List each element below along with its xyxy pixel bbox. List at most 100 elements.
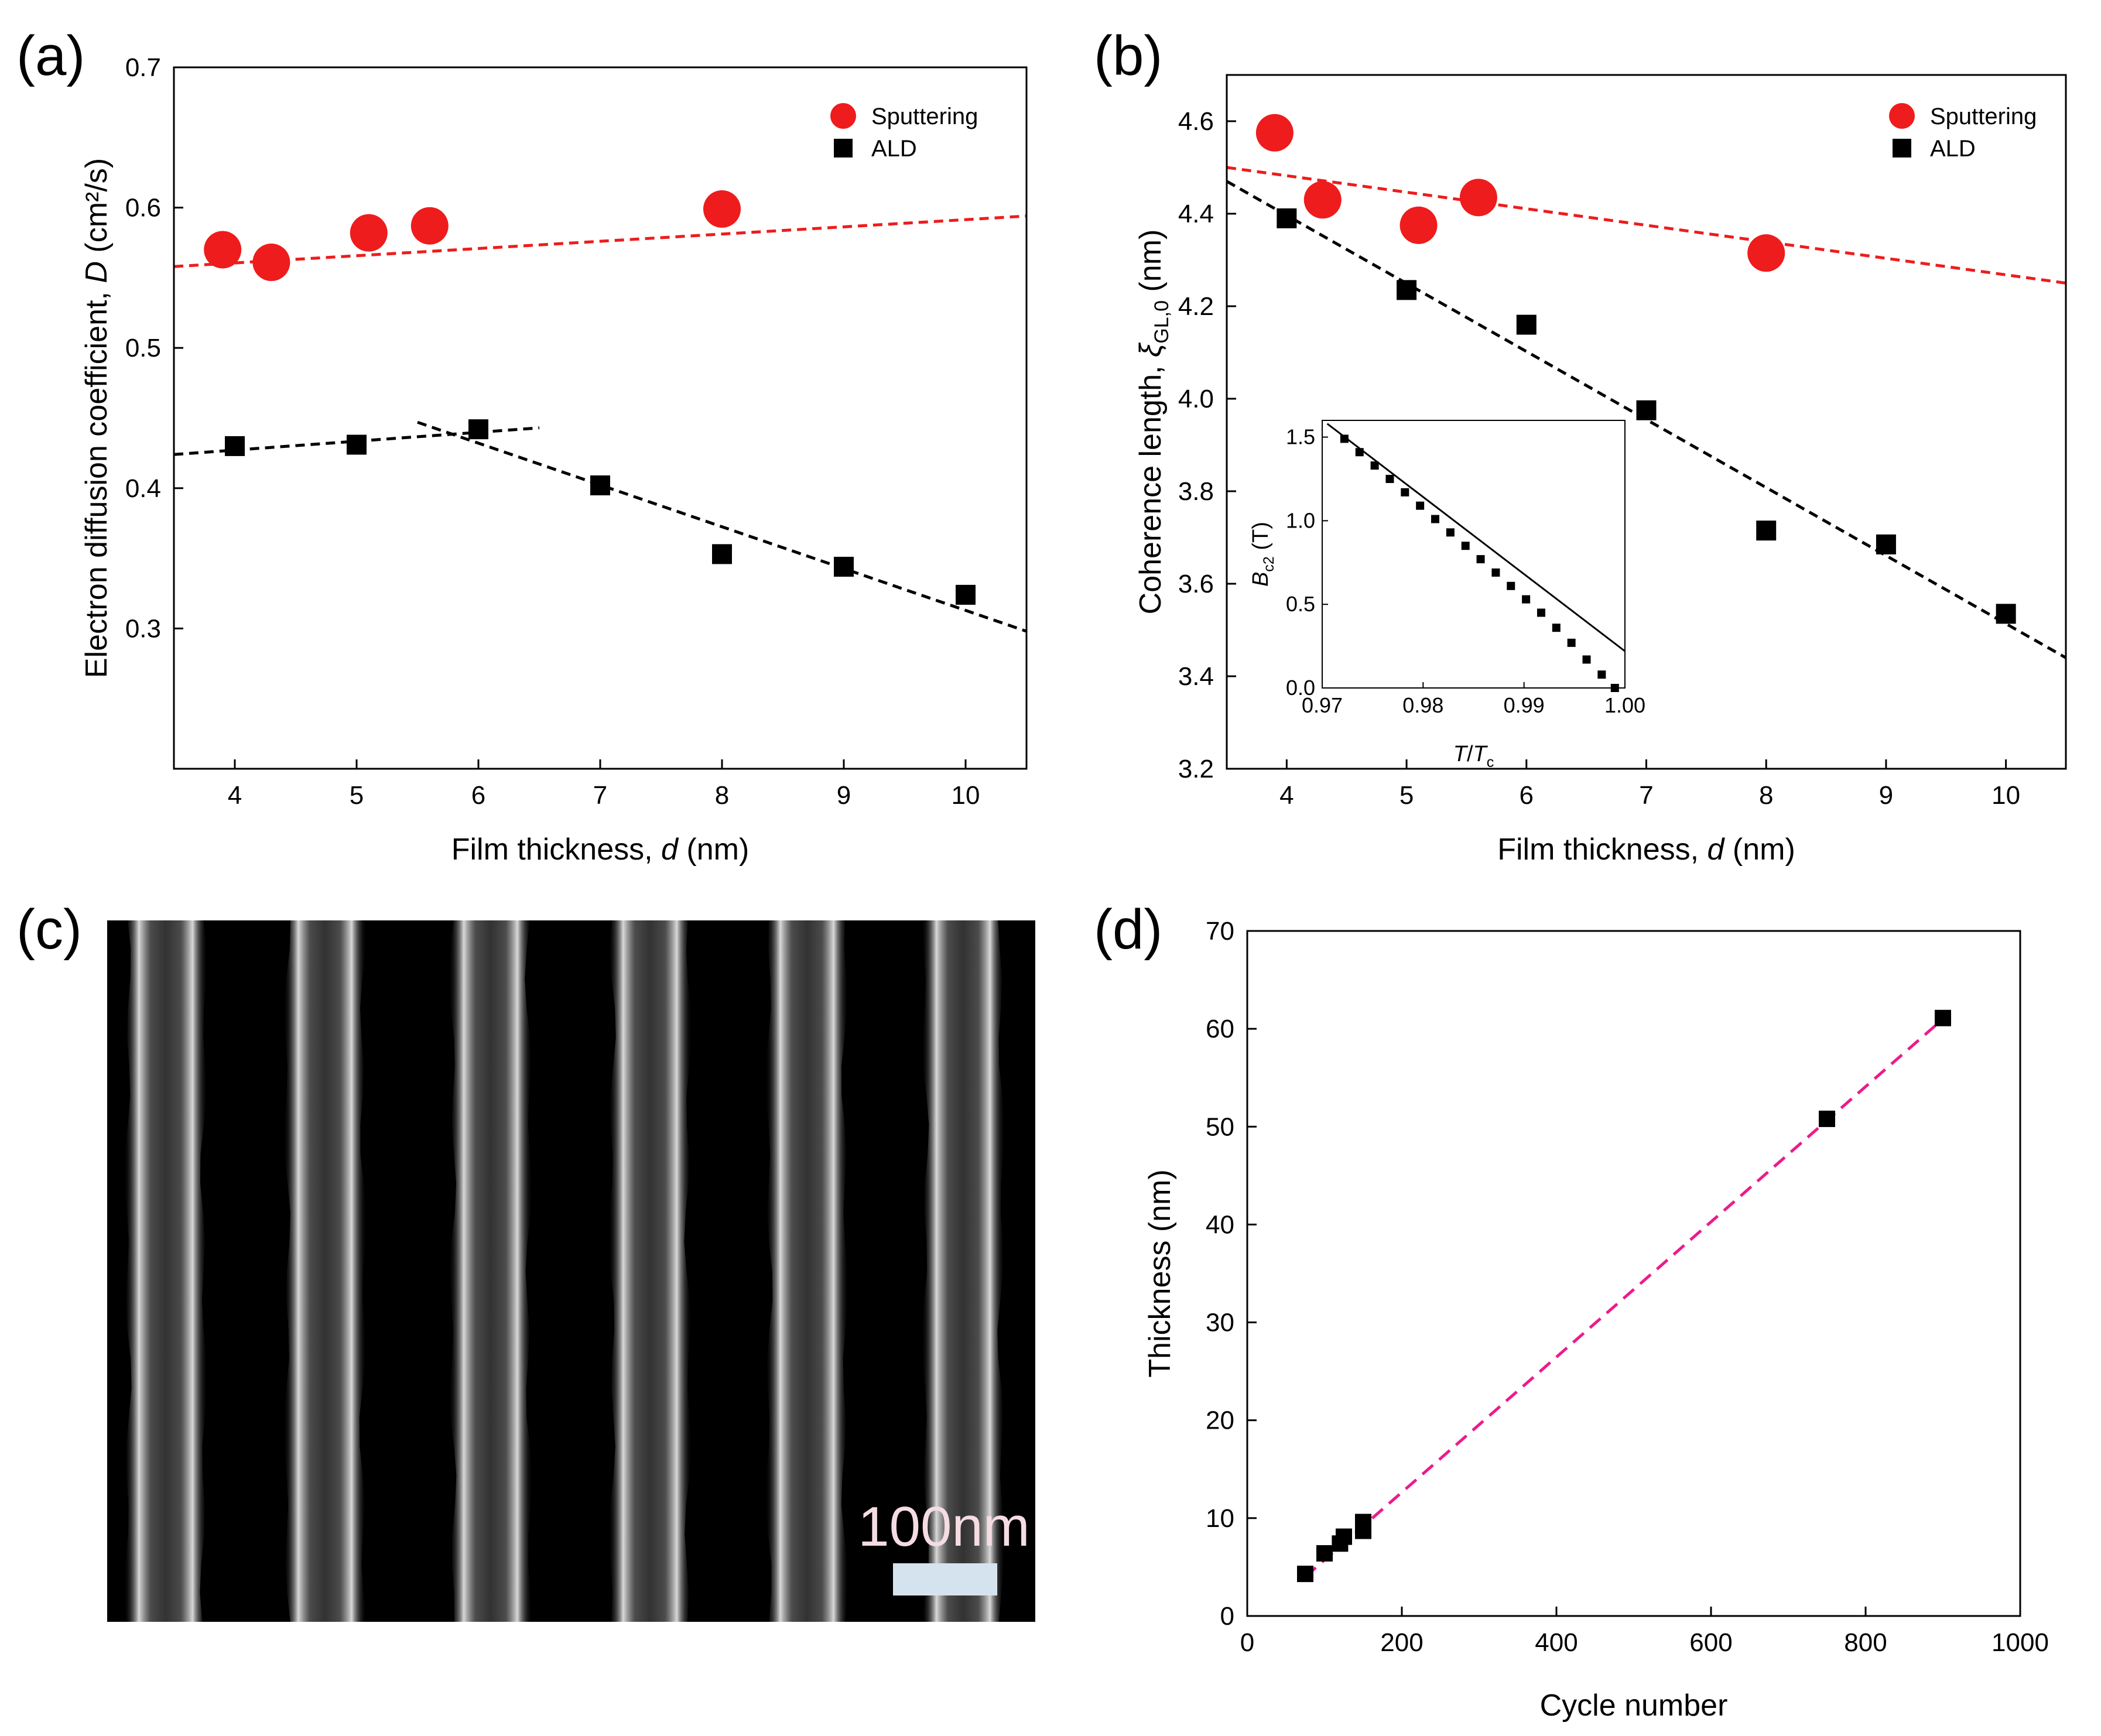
y-tick-label-d-1: 10 [1206,1504,1234,1533]
point-b-inset-s0-13 [1537,608,1545,617]
nanowire-4 [765,920,849,1622]
y-tick-label-b-4: 4.0 [1178,385,1214,413]
legend-marker-b-1 [1893,139,1911,157]
y-tick-label-d-6: 60 [1206,1015,1234,1043]
point-b-inset-s0-16 [1582,655,1591,664]
point-a-s1-1 [347,434,367,455]
x-tick-label-b-4: 8 [1759,781,1773,810]
y-tick-label-a-3: 0.6 [125,194,161,222]
point-b-inset-s0-17 [1597,670,1606,679]
panel-c-letter: (c) [16,898,82,961]
point-d-s0-5 [1355,1514,1371,1530]
y-tick-label-a-0: 0.3 [125,614,161,643]
point-a-s0-3 [410,207,449,245]
legend-label-b-0: Sputtering [1930,104,2037,129]
y-tick-label-a-2: 0.5 [125,334,161,362]
x-tick-label-b-6: 10 [1991,781,2020,810]
x-tick-label-b-0: 4 [1279,781,1294,810]
fit-line-b-1 [1226,180,2067,659]
legend-marker-a-1 [834,139,853,157]
y-tick-label-b-0: 3.2 [1178,755,1214,783]
scale-bar-label: 100nm [858,1495,1030,1558]
x-tick-label-d-2: 400 [1535,1628,1578,1657]
x-tick-label-a-4: 8 [715,781,729,810]
x-tick-label-d-3: 600 [1689,1628,1732,1657]
point-d-s0-7 [1935,1009,1951,1026]
point-a-s0-1 [252,244,290,282]
fit-line-d-0 [1304,1018,1944,1579]
point-a-s1-4 [712,544,732,564]
x-tick-label-b-2: 6 [1520,781,1534,810]
point-b-inset-s0-1 [1355,448,1364,457]
y-tick-label-b-5: 4.2 [1178,292,1214,321]
point-b-s1-6 [1996,604,2016,624]
plot-frame-b-inset [1322,420,1626,689]
point-b-inset-s0-9 [1476,555,1485,564]
point-b-s1-1 [1397,280,1417,300]
fit-line-a-0 [173,214,1027,268]
point-b-inset-s0-11 [1507,581,1515,590]
x-tick-label-a-3: 7 [593,781,607,810]
y-tick-label-b-inset-1: 0.5 [1286,592,1315,616]
chart-b-inset: 0.97 0.98 0.99 1.00 0.0 0.5 1.0 1.5 T/Tc Bc2 (T) [1248,420,1645,771]
point-a-s1-0 [225,436,245,456]
y-tick-label-b-7: 4.6 [1178,107,1214,136]
x-axis-label-b-inset: T/Tc [1453,742,1494,771]
point-a-s1-3 [590,475,610,496]
legend-marker-a-0 [830,103,856,129]
y-axis-label-b-inset: Bc2 (T) [1248,522,1277,587]
point-b-inset-s0-10 [1491,568,1500,577]
point-b-inset-s0-2 [1370,461,1379,470]
y-axis-label-d: Thickness (nm) [1143,1169,1177,1377]
point-b-s1-3 [1636,400,1657,420]
legend-label-a-1: ALD [871,136,917,162]
point-b-inset-s0-3 [1385,474,1394,483]
panel-a-letter: (a) [16,25,85,87]
point-b-s1-5 [1876,534,1896,554]
x-tick-label-d-1: 200 [1380,1628,1423,1657]
x-tick-label-a-6: 10 [952,781,980,810]
chart-d: 0 200 400 600 800 1000 0 10 20 30 40 50 60 70 Cycle nu… [1143,917,2049,1723]
point-b-inset-s0-6 [1431,515,1440,523]
x-axis-label-a: Film thickness, d (nm) [451,833,750,867]
x-tick-label-b-5: 9 [1879,781,1893,810]
y-tick-label-a-1: 0.4 [125,474,161,503]
point-b-inset-s0-4 [1401,488,1409,497]
y-tick-label-b-inset-0: 0.0 [1286,676,1315,700]
x-tick-label-b-inset-1: 0.98 [1402,693,1443,717]
y-tick-label-d-4: 40 [1206,1210,1234,1239]
point-a-s0-2 [350,214,388,252]
y-axis-label-a: Electron diffusion coefficient, D (cm²/s… [80,158,114,678]
sem-micrograph: 100nm [107,920,1035,1622]
legend-label-a-0: Sputtering [871,104,978,129]
x-tick-label-b-3: 7 [1639,781,1653,810]
point-b-s0-0 [1255,114,1294,152]
y-tick-label-d-3: 30 [1206,1309,1234,1337]
nanowire-2 [449,920,533,1622]
y-tick-label-b-inset-3: 1.5 [1286,425,1315,449]
panel-b-letter: (b) [1094,25,1162,87]
x-tick-label-a-5: 9 [837,781,851,810]
x-tick-label-a-2: 6 [471,781,485,810]
y-tick-label-d-2: 20 [1206,1406,1234,1435]
point-b-inset-s0-5 [1416,501,1425,510]
plot-frame-a [173,66,1028,770]
x-tick-label-d-4: 800 [1844,1628,1887,1657]
nanowire-1 [283,920,367,1622]
x-tick-label-b-inset-0: 0.97 [1302,693,1343,717]
y-tick-label-b-1: 3.4 [1178,662,1214,691]
inset-background [1322,420,1625,688]
x-tick-label-d-5: 1000 [1991,1628,2049,1657]
scale-bar [893,1563,997,1595]
point-b-inset-s0-12 [1522,595,1531,604]
point-b-inset-s0-7 [1446,528,1455,537]
x-tick-label-a-0: 4 [228,781,242,810]
legend-label-b-1: ALD [1930,136,1976,162]
nanowire-5 [921,920,1005,1622]
x-tick-label-a-1: 5 [350,781,364,810]
plot-frame-d [1246,930,2021,1617]
y-tick-label-b-6: 4.4 [1178,200,1214,228]
x-tick-label-b-inset-3: 1.00 [1604,693,1645,717]
y-tick-label-b-inset-2: 1.0 [1286,508,1315,532]
point-b-s1-0 [1277,208,1297,228]
